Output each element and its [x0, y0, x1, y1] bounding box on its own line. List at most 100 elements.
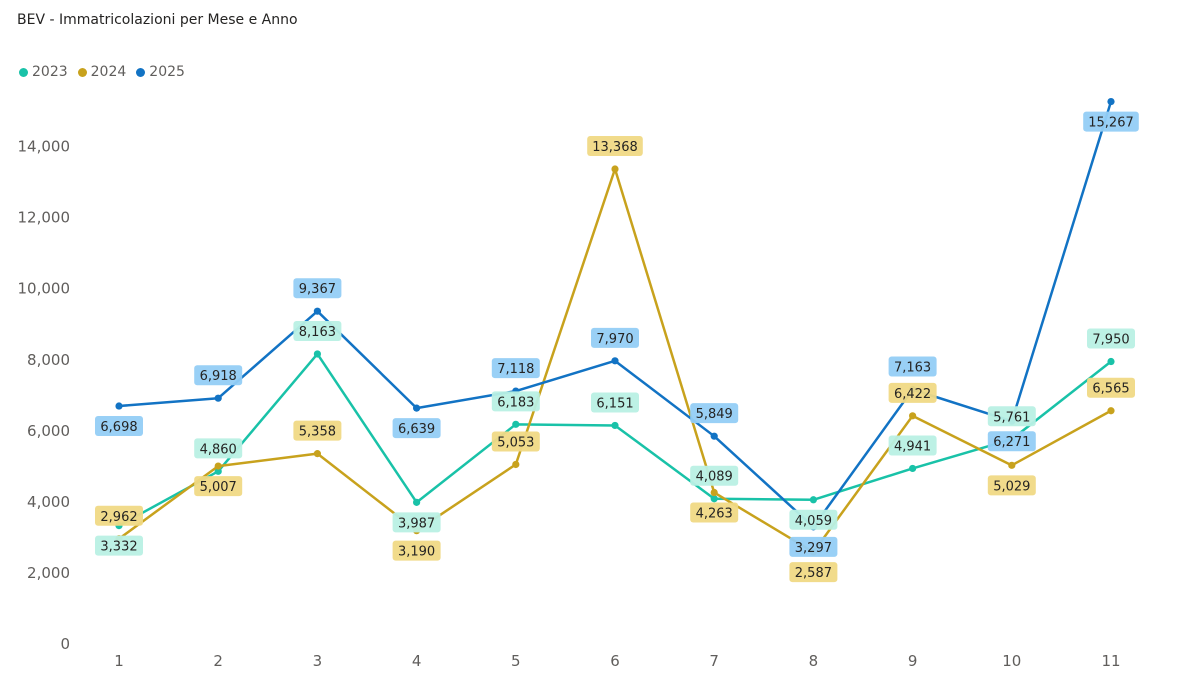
data-label-2024: 5,053: [497, 435, 534, 450]
data-point-2024[interactable]: [909, 412, 917, 420]
data-label-bg-2024: [888, 382, 937, 403]
data-label-2024: 6,565: [1092, 382, 1129, 397]
data-label-bg-2023: [491, 391, 540, 412]
legend-marker-2024: [77, 67, 87, 77]
data-label-2024: 2,587: [795, 566, 832, 581]
data-label-2023: 6,151: [596, 396, 633, 411]
data-label-bg-2023: [987, 406, 1036, 427]
legend-item-2025[interactable]: 2025: [136, 64, 185, 80]
legend-item-2024[interactable]: 2024: [77, 64, 126, 80]
data-point-2023[interactable]: [611, 421, 619, 430]
data-point-2023[interactable]: [909, 464, 917, 473]
legend: 2023 2024 2025: [19, 64, 185, 80]
data-label-2024: 5,358: [299, 425, 336, 440]
data-point-2023[interactable]: [1107, 357, 1115, 366]
data-label-2023: 4,089: [696, 470, 733, 485]
data-label-bg-2024: [690, 502, 739, 523]
data-label-2025: 3,297: [795, 541, 832, 556]
legend-marker-2025: [136, 67, 146, 77]
data-label-2025: 6,639: [398, 422, 435, 437]
data-label-2023: 3,332: [100, 540, 137, 555]
data-label-2023: 4,860: [200, 442, 237, 457]
data-point-2024[interactable]: [313, 450, 321, 458]
data-point-2025[interactable]: [1107, 97, 1115, 106]
data-point-2025[interactable]: [115, 402, 123, 410]
data-label-bg-2024: [491, 431, 540, 452]
data-label-bg-2023: [888, 435, 937, 456]
x-tick-label: 4: [412, 652, 422, 670]
data-point-2023[interactable]: [512, 420, 520, 428]
data-label-bg-2025: [789, 536, 838, 557]
data-label-2024: 2,962: [100, 510, 137, 525]
data-label-2023: 7,950: [1092, 333, 1129, 348]
data-label-bg-2023: [1087, 328, 1135, 349]
data-point-2024[interactable]: [611, 165, 619, 173]
data-point-2025[interactable]: [313, 307, 321, 315]
legend-item-2023[interactable]: 2023: [19, 64, 68, 80]
data-label-2025: 7,163: [894, 360, 931, 375]
x-tick-label: 11: [1101, 652, 1120, 670]
data-point-2025[interactable]: [611, 357, 619, 365]
x-tick-label: 5: [511, 652, 521, 670]
data-label-bg-2023: [293, 320, 342, 341]
data-label-bg-2025: [194, 365, 243, 386]
data-point-2024[interactable]: [1008, 461, 1016, 469]
data-label-2023: 3,987: [398, 516, 435, 531]
data-label-2025: 7,970: [596, 332, 633, 347]
data-label-bg-2023: [95, 535, 143, 556]
chart-title: BEV - Immatricolazioni per Mese e Anno: [17, 12, 298, 28]
data-label-2025: 6,271: [993, 435, 1030, 450]
data-point-2023[interactable]: [809, 496, 818, 504]
data-label-2024: 5,007: [200, 480, 237, 495]
x-tick-label: 8: [809, 652, 819, 670]
legend-label-2023: 2023: [32, 64, 68, 80]
data-point-2025[interactable]: [710, 432, 718, 440]
data-point-2023[interactable]: [214, 467, 222, 475]
data-point-2023[interactable]: [413, 498, 421, 506]
data-label-2025: 15,267: [1088, 116, 1134, 131]
data-label-2024: 5,029: [993, 479, 1030, 494]
data-label-bg-2024: [587, 136, 643, 157]
legend-label-2025: 2025: [149, 64, 185, 80]
data-label-2023: 4,059: [795, 514, 832, 529]
y-tick-label: 12,000: [18, 209, 71, 227]
data-label-2025: 5,849: [696, 407, 733, 422]
y-tick-label: 2,000: [27, 564, 70, 582]
data-label-bg-2023: [690, 465, 739, 486]
data-label-bg-2025: [888, 356, 937, 377]
legend-marker-2023: [19, 67, 28, 77]
data-label-2024: 13,368: [592, 140, 638, 155]
data-label-bg-2024: [194, 476, 243, 497]
data-label-2023: 5,761: [993, 410, 1030, 425]
y-tick-label: 6,000: [27, 422, 70, 440]
data-label-bg-2025: [95, 416, 143, 437]
data-point-2023[interactable]: [710, 495, 718, 503]
data-label-2025: 6,698: [100, 420, 137, 435]
data-label-bg-2024: [95, 505, 143, 526]
x-tick-label: 1: [114, 652, 124, 670]
data-label-bg-2025: [491, 358, 540, 379]
data-label-2023: 6,183: [497, 395, 534, 410]
x-tick-label: 7: [709, 652, 719, 670]
data-point-2023[interactable]: [313, 350, 321, 358]
x-tick-label: 3: [313, 652, 323, 670]
data-point-2024[interactable]: [214, 462, 222, 470]
data-label-bg-2025: [293, 278, 342, 299]
data-point-2025[interactable]: [214, 394, 222, 402]
data-label-2025: 6,918: [200, 369, 237, 384]
data-point-2024[interactable]: [710, 488, 718, 497]
x-tick-label: 10: [1002, 652, 1021, 670]
x-tick-label: 6: [610, 652, 620, 670]
data-label-bg-2024: [1087, 377, 1135, 398]
data-point-2024[interactable]: [512, 460, 520, 469]
data-label-bg-2023: [194, 438, 243, 459]
data-label-2023: 8,163: [299, 325, 336, 340]
data-label-2024: 4,263: [696, 507, 733, 522]
x-tick-label: 2: [213, 652, 223, 670]
y-tick-label: 10,000: [18, 280, 71, 298]
y-tick-label: 4,000: [27, 493, 70, 511]
data-point-2025[interactable]: [413, 404, 421, 412]
data-point-2024[interactable]: [1107, 407, 1115, 415]
data-label-2024: 3,190: [398, 545, 435, 560]
